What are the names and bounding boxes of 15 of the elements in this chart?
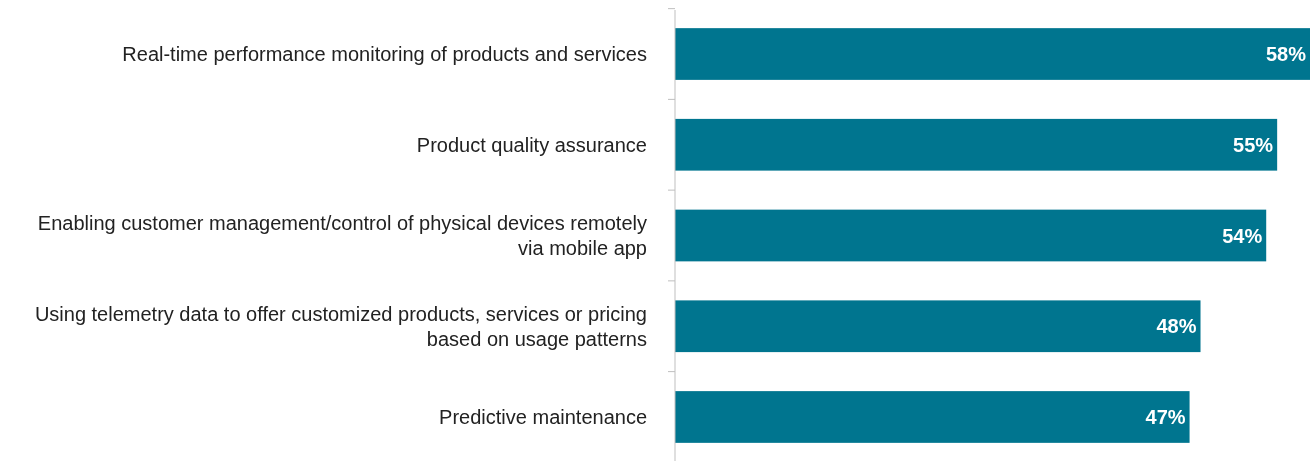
data-label: 48% [1156, 315, 1197, 338]
y-tick-label: Real-time performance monitoring of products and services [122, 43, 647, 66]
bar [675, 391, 1190, 443]
bar [675, 118, 1278, 171]
data-label: 55% [1233, 133, 1274, 156]
y-tick-label: Enabling customer management/control of physical devices remotely via mobile app [37, 212, 647, 259]
bar [675, 300, 1201, 353]
data-label: 58% [1265, 43, 1307, 66]
y-tick-label: Predictive maintenance [439, 405, 647, 428]
y-tick-label: Using telemetry data to offer customized products, services or pricing based on usage patterns [34, 302, 647, 350]
data-label: 47% [1145, 405, 1186, 428]
bar [675, 209, 1267, 262]
bar [675, 28, 1310, 80]
y-tick-label: Product quality assurance [416, 133, 647, 156]
data-label: 54% [1222, 224, 1263, 247]
